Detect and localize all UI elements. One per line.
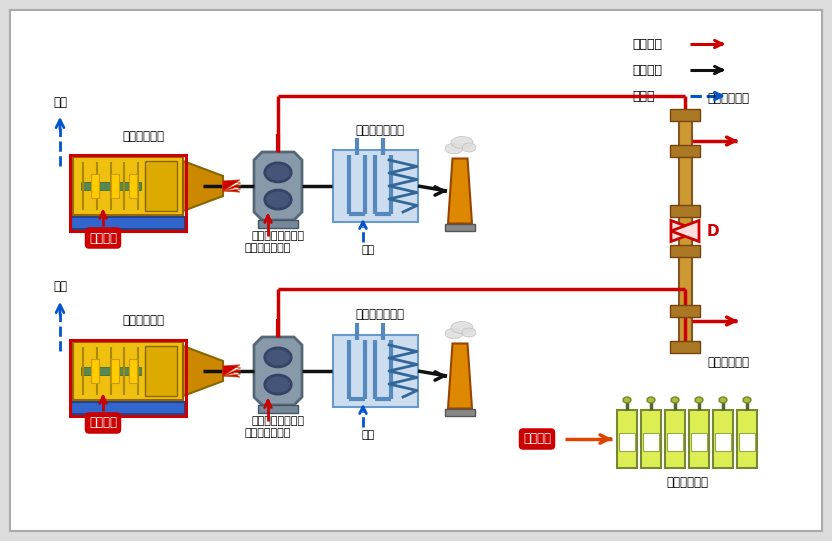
Polygon shape <box>223 181 240 191</box>
Polygon shape <box>223 181 240 192</box>
Bar <box>91 359 99 383</box>
Polygon shape <box>448 159 472 223</box>
Text: 貫流ボイラー: 貫流ボイラー <box>666 477 708 490</box>
Bar <box>445 223 475 230</box>
Polygon shape <box>448 344 472 408</box>
Polygon shape <box>671 221 699 241</box>
Text: 電　力: 電 力 <box>632 89 655 102</box>
Bar <box>670 305 700 317</box>
Text: エコノマイザー: エコノマイザー <box>355 123 404 136</box>
Bar <box>70 340 186 416</box>
Ellipse shape <box>445 143 463 154</box>
Bar <box>619 433 635 451</box>
Bar <box>643 433 659 451</box>
Ellipse shape <box>623 397 631 403</box>
Polygon shape <box>223 366 240 377</box>
Ellipse shape <box>451 136 473 148</box>
Polygon shape <box>223 180 240 191</box>
Text: 給水: 給水 <box>361 245 374 255</box>
Ellipse shape <box>451 321 473 333</box>
Bar <box>81 367 141 375</box>
Text: 給水: 給水 <box>361 430 374 440</box>
Bar <box>691 433 707 451</box>
Bar <box>333 335 418 407</box>
Text: 電力: 電力 <box>53 96 67 109</box>
Bar <box>111 359 119 383</box>
Polygon shape <box>223 366 240 376</box>
Ellipse shape <box>265 375 291 394</box>
Bar <box>258 405 298 413</box>
Text: 低圧ヘッダー: 低圧ヘッダー <box>707 357 749 370</box>
Polygon shape <box>183 161 223 211</box>
Polygon shape <box>223 365 240 376</box>
Bar <box>689 410 709 468</box>
Bar <box>145 161 177 211</box>
Ellipse shape <box>445 328 463 339</box>
Text: エコノマイザー: エコノマイザー <box>355 308 404 321</box>
Text: ガスタービン: ガスタービン <box>122 129 164 142</box>
Bar <box>670 109 700 121</box>
Text: ダクトバーナー: ダクトバーナー <box>245 243 291 253</box>
Text: D: D <box>707 223 720 239</box>
Polygon shape <box>671 221 699 241</box>
Text: 排熱回収ボイラー: 排熱回収ボイラー <box>251 416 305 426</box>
Bar <box>679 111 691 351</box>
Text: 天然ガス: 天然ガス <box>523 432 551 445</box>
Ellipse shape <box>743 397 751 403</box>
Ellipse shape <box>695 397 703 403</box>
Text: 電力: 電力 <box>53 280 67 294</box>
Ellipse shape <box>265 348 291 367</box>
Polygon shape <box>223 181 241 191</box>
Bar <box>739 433 755 451</box>
Ellipse shape <box>462 328 476 337</box>
Text: 高圧ヘッダー: 高圧ヘッダー <box>707 93 749 105</box>
Polygon shape <box>223 181 240 191</box>
Ellipse shape <box>647 397 655 403</box>
Text: 排熱回収ボイラー: 排熱回収ボイラー <box>251 231 305 241</box>
Polygon shape <box>183 346 223 396</box>
Bar <box>81 182 141 190</box>
Bar <box>70 155 186 231</box>
Bar <box>73 157 183 215</box>
Bar <box>737 410 757 468</box>
Bar <box>641 410 661 468</box>
Ellipse shape <box>265 190 291 209</box>
Ellipse shape <box>671 397 679 403</box>
Polygon shape <box>254 152 302 220</box>
Bar <box>670 341 700 353</box>
Text: 排気ガス: 排気ガス <box>632 63 662 76</box>
Text: スチーム: スチーム <box>632 37 662 50</box>
Text: 天然ガス: 天然ガス <box>89 417 117 430</box>
Bar <box>670 245 700 257</box>
Bar <box>713 410 733 468</box>
Bar <box>258 220 298 228</box>
Bar <box>71 402 185 414</box>
Ellipse shape <box>462 143 476 152</box>
Text: ダクトバーナー: ダクトバーナー <box>245 428 291 438</box>
Text: ガスタービン: ガスタービン <box>122 314 164 327</box>
Bar <box>129 359 137 383</box>
Bar <box>129 174 137 198</box>
Bar <box>670 205 700 217</box>
Bar <box>445 408 475 415</box>
Bar <box>73 342 183 400</box>
Polygon shape <box>254 337 302 405</box>
Bar <box>715 433 731 451</box>
Bar <box>145 346 177 396</box>
Polygon shape <box>223 366 241 376</box>
Bar <box>71 217 185 229</box>
Bar <box>670 145 700 157</box>
Bar <box>665 410 685 468</box>
Ellipse shape <box>265 163 291 182</box>
Polygon shape <box>223 366 240 376</box>
Ellipse shape <box>719 397 727 403</box>
Bar <box>617 410 637 468</box>
Bar <box>333 150 418 222</box>
Bar <box>667 433 683 451</box>
Bar <box>111 174 119 198</box>
Text: 天然ガス: 天然ガス <box>89 232 117 245</box>
Bar <box>91 174 99 198</box>
